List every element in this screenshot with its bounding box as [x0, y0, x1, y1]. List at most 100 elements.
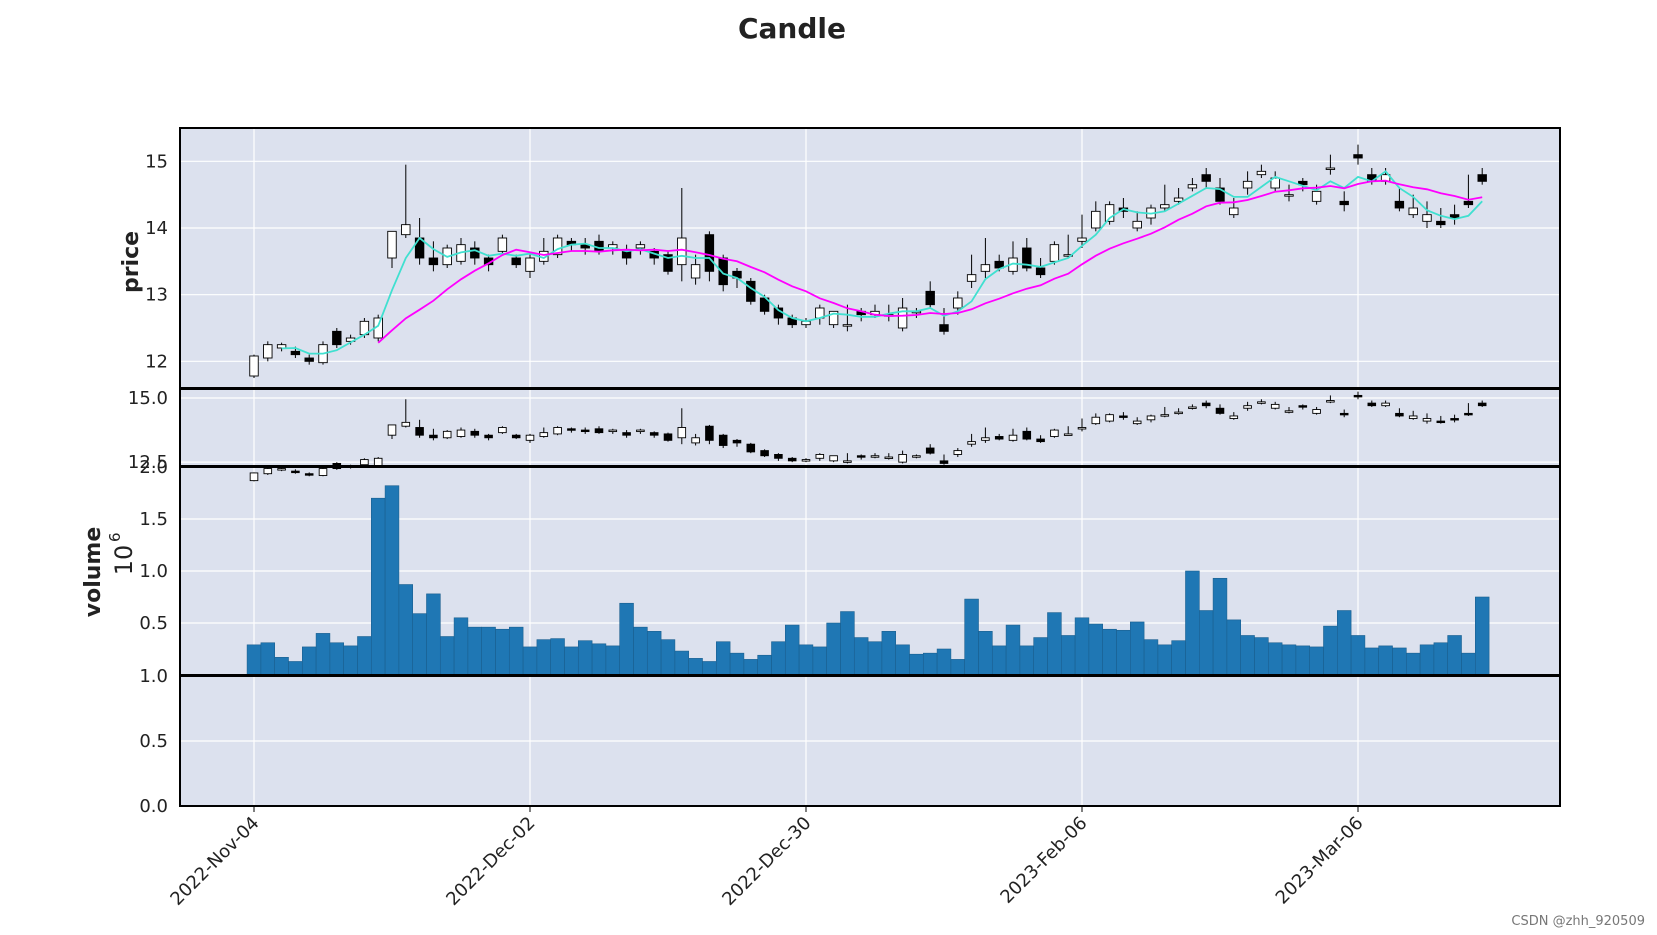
- x-tick-labels: 2022-Nov-04 2022-Dec-02 2022-Dec-30 2023-Fe…: [166, 806, 1368, 910]
- volume-bar: [1461, 652, 1476, 676]
- price-panel-bg: [180, 128, 1560, 388]
- candle-body: [1201, 174, 1211, 182]
- volume-bar: [522, 646, 538, 676]
- candle-body: [580, 244, 590, 249]
- volume-bar: [1130, 621, 1145, 676]
- candle-body: [249, 355, 259, 377]
- volume-bar: [1350, 635, 1366, 676]
- mini-candle-body: [1215, 407, 1225, 414]
- candle-body: [897, 307, 908, 329]
- volume-bar: [577, 640, 593, 676]
- volume-bar: [1157, 644, 1173, 676]
- mini-candle-body: [1353, 394, 1363, 398]
- volume-bar: [619, 602, 634, 676]
- volume-offset-exponent: 6: [106, 532, 124, 542]
- candle-body: [387, 230, 397, 259]
- volume-bar: [1185, 570, 1200, 676]
- candle-body: [746, 280, 756, 302]
- volume-bar: [370, 497, 386, 676]
- mini-candle-body: [732, 439, 742, 444]
- candle-body: [552, 237, 563, 256]
- mini-candle-body: [953, 450, 963, 455]
- watermark: CSDN @zhh_920509: [1511, 914, 1645, 929]
- mini-candle-body: [870, 455, 880, 458]
- mini-candle-body: [1119, 415, 1128, 418]
- empty-y-tick-label: 0.0: [139, 796, 168, 817]
- candle-body: [1394, 200, 1405, 209]
- mini-candle-body: [304, 473, 314, 476]
- mini-candle-body: [691, 437, 700, 444]
- volume-bar: [1019, 645, 1035, 676]
- volume-bar: [453, 617, 469, 676]
- x-tick-label: 2022-Dec-30: [718, 813, 815, 910]
- volume-bar: [798, 644, 814, 676]
- candle-body: [677, 237, 687, 266]
- price-y-tick-label: 12: [145, 351, 168, 372]
- mini-candle-body: [1339, 412, 1349, 416]
- volume-bar: [1171, 640, 1186, 676]
- volume-bar: [564, 646, 579, 676]
- volume-axis-label: volume: [81, 527, 106, 618]
- candle-body: [1091, 210, 1101, 229]
- volume-bar: [412, 613, 427, 676]
- volume-bar: [1309, 646, 1324, 676]
- candle-body: [925, 290, 935, 306]
- volume-bar: [398, 584, 413, 676]
- candle-body: [690, 264, 701, 279]
- candle-body: [980, 264, 991, 272]
- x-tick-label: 2023-Feb-06: [996, 813, 1091, 908]
- candle-body: [290, 350, 301, 356]
- volume-bar: [715, 641, 731, 676]
- volume-bar: [840, 611, 855, 676]
- mini-candle-body: [373, 457, 383, 467]
- candle-body: [704, 234, 715, 272]
- volume-bar: [274, 657, 289, 676]
- volume-bar: [384, 485, 400, 676]
- mini-candle-body: [705, 425, 714, 441]
- mini-candle-body: [1050, 429, 1059, 437]
- volume-bar: [1199, 610, 1214, 676]
- mini-candle-body: [511, 434, 521, 439]
- mini-candle-body: [415, 427, 424, 436]
- volume-bar: [743, 659, 759, 676]
- volume-bar: [771, 641, 786, 676]
- mini-candle-body: [539, 432, 549, 437]
- x-tick-label: 2022-Nov-04: [166, 813, 263, 910]
- mini-candle-body: [774, 454, 783, 459]
- mini-candle-body: [939, 460, 949, 464]
- volume-bar: [1061, 635, 1076, 676]
- y-tick-labels: 12 13 14 15 12.5 15.0 0.5 1.0 1.5 2.0 0.0 0.5 1.0: [128, 151, 168, 817]
- mini-candle-body: [1450, 418, 1459, 421]
- mini-candle-body: [1243, 405, 1252, 409]
- volume-bar: [1102, 628, 1117, 676]
- candle-body: [1463, 200, 1474, 206]
- candle-body: [621, 250, 632, 259]
- mini-candle-body: [746, 443, 756, 453]
- volume-bar: [633, 626, 648, 676]
- mini-candle-body: [1132, 420, 1142, 425]
- volume-bar: [1240, 635, 1255, 676]
- volume-bar: [964, 598, 979, 676]
- mini-candle-body: [1367, 402, 1377, 407]
- mini-candle-body: [429, 434, 438, 439]
- mini-candle-body: [1408, 415, 1418, 419]
- volume-bar: [922, 652, 938, 676]
- mini-candle-body: [884, 456, 894, 459]
- volume-bar: [1281, 644, 1297, 676]
- candle-body: [1408, 207, 1418, 216]
- volume-bar: [1047, 612, 1062, 676]
- mini-candle-body: [1036, 438, 1045, 443]
- mini-candle-body: [484, 434, 493, 439]
- candle-body: [1049, 244, 1060, 262]
- candle-body: [828, 310, 839, 326]
- volume-bar: [508, 626, 524, 676]
- volume-bar: [481, 626, 496, 676]
- mini-candle-body: [787, 457, 797, 462]
- mini-candle-body: [1022, 430, 1032, 440]
- mini-candle-body: [622, 432, 631, 436]
- mini-candle-body: [263, 468, 273, 475]
- candle-body: [1339, 200, 1349, 206]
- candle-body: [1436, 220, 1446, 226]
- mini-candle-body: [525, 434, 535, 441]
- volume-bar: [660, 639, 676, 676]
